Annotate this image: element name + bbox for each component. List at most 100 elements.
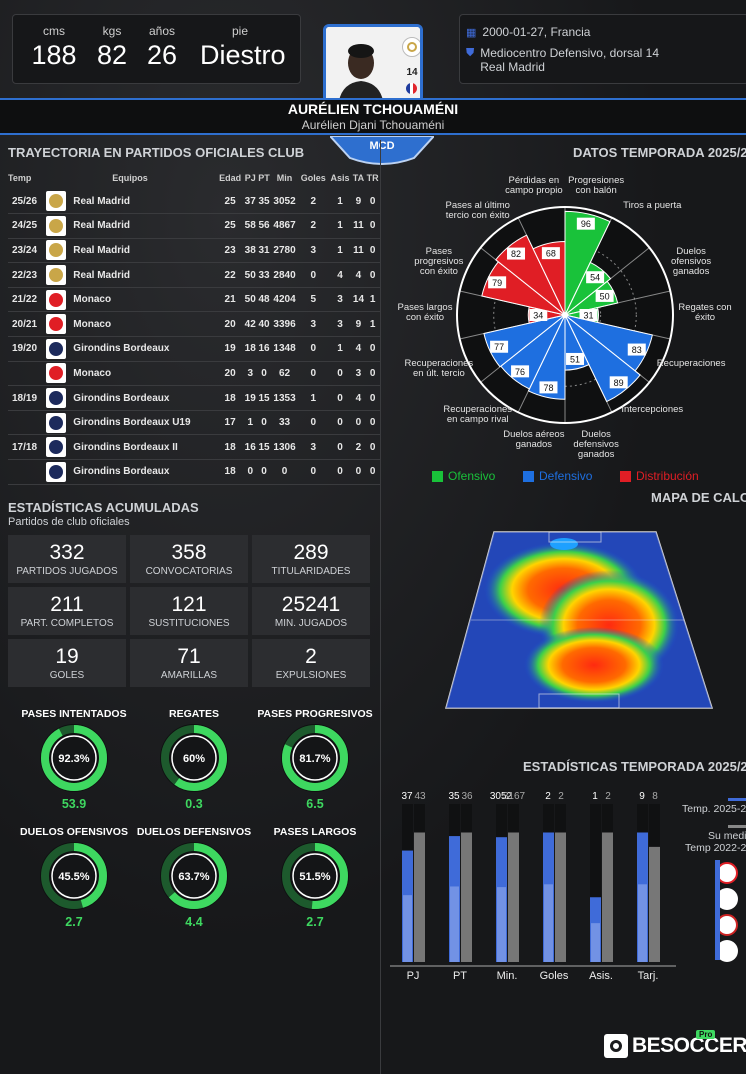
stat-card-label: PARTIDOS JUGADOS: [16, 566, 118, 577]
ta-cell: 11: [351, 238, 366, 264]
stat-card-value: 71: [177, 645, 201, 668]
ta-cell: 3: [351, 361, 366, 387]
tr-cell: 0: [365, 336, 380, 362]
club-crest-icon: [402, 37, 420, 57]
season-cell: 24/25: [8, 213, 44, 239]
radar-axis-label: Intercepciones: [621, 403, 684, 415]
team-cell: Girondins Bordeaux: [69, 385, 217, 411]
ta-cell: 9: [351, 189, 366, 215]
min-cell: 4867: [271, 213, 299, 239]
bar-season-value: 3052: [490, 791, 513, 802]
pt-cell: 15: [257, 385, 271, 411]
donut-pct: 81.7%: [299, 753, 330, 765]
stat-card: 289 TITULARIDADES: [252, 535, 370, 583]
radar-spoke: [480, 247, 566, 316]
pt-cell: 48: [257, 287, 271, 313]
radar-value: 31: [583, 311, 593, 321]
edad-cell: 21: [216, 287, 244, 313]
competition-icons: [716, 862, 746, 962]
physical-stat-value: 188: [31, 40, 77, 70]
min-cell: 3396: [271, 311, 299, 338]
pt-cell: 0: [257, 361, 271, 387]
crest-cell: [43, 213, 70, 239]
asis-cell: 3: [328, 311, 352, 338]
bar-average-value: 2: [605, 791, 611, 802]
team-cell: Girondins Bordeaux II: [69, 434, 217, 461]
radar-value-box: [609, 376, 628, 389]
crest-cell: [43, 311, 70, 338]
stat-card: 25241 MIN. JUGADOS: [252, 587, 370, 635]
pj-cell: 19: [243, 385, 257, 411]
career-column-header: Edad: [219, 173, 242, 183]
team-cell: Monaco: [69, 361, 217, 387]
role-badge: [330, 136, 434, 165]
bar-category-label: Min.: [497, 970, 518, 982]
team-cell: Girondins Bordeaux: [69, 459, 217, 485]
player-full-name: Aurélien Djani Tchouaméni: [301, 118, 445, 132]
tr-cell: 1: [365, 287, 380, 313]
career-column-header: TA: [352, 173, 365, 183]
donut-arc: [282, 725, 348, 791]
goles-cell: 2: [298, 189, 329, 215]
radar-spoke: [517, 314, 566, 413]
radar-axis-label: Duelos ofensivos ganados: [671, 245, 712, 277]
physical-stat-label: cms: [43, 24, 65, 38]
radar-spoke: [459, 290, 566, 316]
min-cell: 2780: [271, 238, 299, 264]
asis-cell: 3: [328, 287, 352, 313]
bar-category-label: PT: [453, 970, 467, 982]
stat-card: 121 SUSTITUCIONES: [130, 587, 248, 635]
radar-value: 68: [546, 249, 556, 259]
edad-cell: 25: [216, 189, 244, 215]
edad-cell: 18: [216, 385, 244, 411]
goles-cell: 3: [298, 434, 329, 461]
radar-axis-label: Duelos defensivos ganados: [573, 428, 619, 460]
min-cell: 0: [271, 459, 299, 485]
physical-stat-value: 82: [96, 40, 128, 70]
goles-cell: 2: [298, 213, 329, 239]
career-column-header: Equipos: [112, 173, 148, 183]
pt-cell: 56: [257, 213, 271, 239]
team-cell: Monaco: [69, 287, 217, 313]
radar-axis-label: Pérdidas en campo propio: [505, 175, 563, 197]
calendar-icon: ▦: [466, 27, 477, 39]
goles-cell: 0: [298, 336, 329, 362]
donut-arc: [41, 725, 107, 791]
crest-cell: [43, 262, 70, 288]
radar-spoke: [564, 314, 671, 340]
team-crest-icon: [46, 240, 67, 261]
stat-card-value: 121: [171, 593, 207, 616]
bar-average-value: 2: [558, 791, 564, 802]
career-header-row: Temp Equipos Edad PJ PT Min Goles Asis TA TR: [8, 167, 380, 189]
radar-axis-label: Tiros a puerta: [623, 200, 682, 212]
season-cell: [8, 361, 44, 387]
ta-cell: 14: [351, 287, 366, 313]
stat-card: 358 CONVOCATORIAS: [130, 535, 248, 583]
legend-label: Ofensivo: [448, 469, 496, 483]
radar-legend-item: Ofensivo: [432, 469, 495, 483]
team-crest-icon: [46, 412, 67, 433]
bar-average: [508, 832, 519, 962]
career-row: 19/20 Girondins Bordeaux 19 18 16 1348 0 1 4 0: [8, 336, 380, 362]
champions-league-icon: [716, 888, 738, 910]
donut-chart: 60%: [160, 724, 228, 792]
physical-stat-value: Diestro: [200, 40, 286, 70]
bar-category-label: Tarj.: [638, 970, 659, 982]
radar-value-box: [490, 340, 509, 353]
edad-cell: 19: [216, 336, 244, 362]
stat-card-label: GOLES: [49, 670, 85, 681]
radar-value: 79: [492, 278, 502, 288]
career-row: 24/25 Real Madrid 25 58 56 4867 2 1 11 0: [8, 213, 380, 239]
asis-cell: 1: [328, 336, 352, 362]
stat-card-label: CONVOCATORIAS: [145, 566, 233, 577]
tr-cell: 0: [365, 262, 380, 288]
radar-value: 34: [533, 311, 543, 321]
min-cell: 62: [271, 361, 299, 387]
bar-season-value: 9: [639, 791, 645, 802]
edad-cell: 20: [216, 311, 244, 338]
edad-cell: 23: [216, 238, 244, 264]
radar-value-box: [586, 271, 605, 284]
stat-card: 2 EXPULSIONES: [252, 639, 370, 687]
birth-text: 2000-01-27, Francia: [482, 25, 591, 39]
pro-badge: Pro: [696, 1030, 716, 1039]
